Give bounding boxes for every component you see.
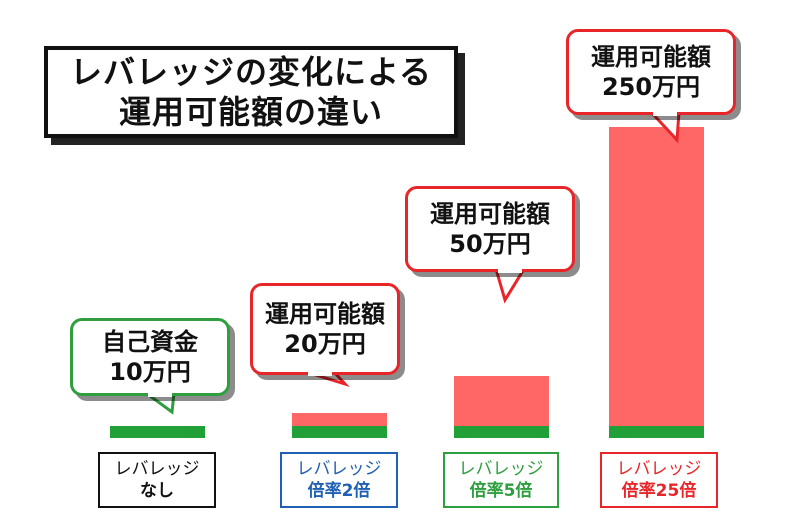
callout-label: 自己資金	[102, 328, 198, 356]
callout-label: 運用可能額	[430, 200, 550, 228]
value-callout: 運用可能額 20万円	[250, 283, 400, 375]
category-label-line1: レバレッジ	[296, 459, 382, 479]
category-label-line1: レバレッジ	[114, 459, 200, 479]
callout-value: 10万円	[109, 358, 191, 386]
callout-pointer-join	[308, 371, 332, 376]
bar-leverage-amount	[292, 413, 387, 426]
category-label-line1: レバレッジ	[616, 459, 702, 479]
callout-pointer-join	[148, 392, 172, 397]
bar-leverage-amount	[609, 127, 704, 426]
callout-value: 20万円	[284, 330, 366, 358]
category-label: レバレッジ 倍率25倍	[600, 452, 718, 508]
title-line-1: レバレッジの変化による	[69, 53, 433, 91]
category-label: レバレッジ 倍率5倍	[443, 452, 559, 508]
chart-title: レバレッジの変化による 運用可能額の違い	[44, 46, 458, 138]
bar-leverage-amount	[454, 375, 549, 426]
category-label-line2: 倍率2倍	[307, 481, 371, 501]
category-label-line1: レバレッジ	[458, 459, 544, 479]
value-callout: 運用可能額 250万円	[566, 29, 736, 115]
category-label-line2: 倍率5倍	[469, 481, 533, 501]
bar-own-capital	[110, 425, 205, 438]
category-label-line2: なし	[140, 481, 174, 501]
category-label: レバレッジ なし	[98, 452, 216, 508]
title-line-2: 運用可能額の違い	[118, 93, 383, 131]
callout-pointer-shape	[494, 267, 527, 304]
category-label-line2: 倍率25倍	[621, 481, 697, 501]
callout-value: 50万円	[449, 230, 531, 258]
bar-own-capital	[292, 425, 387, 438]
bar-own-capital	[609, 425, 704, 438]
callout-label: 運用可能額	[591, 43, 711, 71]
value-callout: 運用可能額 50万円	[405, 186, 575, 272]
callout-value: 250万円	[601, 73, 701, 101]
value-callout: 自己資金 10万円	[70, 318, 230, 396]
bar-own-capital	[454, 425, 549, 438]
callout-pointer-join	[653, 111, 677, 116]
callout-label: 運用可能額	[265, 300, 385, 328]
category-label: レバレッジ 倍率2倍	[280, 452, 398, 508]
callout-pointer-join	[498, 268, 522, 273]
